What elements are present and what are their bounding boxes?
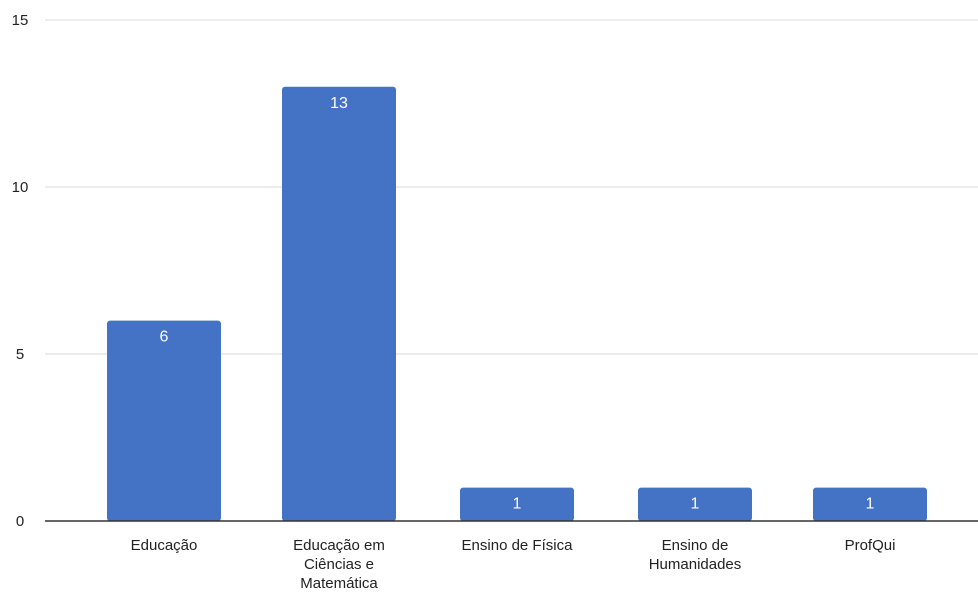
data-label: 1 (513, 496, 522, 513)
x-category-label: Educação (131, 537, 198, 554)
x-category-label: ProfQui (845, 537, 896, 554)
data-label: 1 (866, 496, 875, 513)
bar (638, 487, 752, 521)
bars (107, 86, 927, 522)
y-tick-label: 10 (12, 179, 29, 196)
y-tick-label: 15 (12, 12, 29, 29)
y-axis-ticks: 0 5 10 15 (12, 12, 29, 530)
data-labels: 6 13 1 1 1 (160, 95, 875, 513)
bar (282, 86, 396, 522)
data-label: 1 (691, 496, 700, 513)
y-tick-label: 0 (16, 513, 24, 530)
bar (460, 487, 574, 521)
bar (813, 487, 927, 521)
data-label: 13 (330, 95, 348, 112)
bar (107, 320, 221, 521)
x-category-label: Educação em Ciências e Matemática (293, 537, 385, 592)
y-tick-label: 5 (16, 346, 24, 363)
gridlines (45, 19, 978, 355)
data-label: 6 (160, 329, 169, 346)
x-category-label: Ensino de Física (462, 537, 574, 554)
x-axis-categories: Educação Educação em Ciências e Matemática E… (131, 537, 896, 592)
x-category-label: Ensino de Humanidades (649, 537, 742, 573)
